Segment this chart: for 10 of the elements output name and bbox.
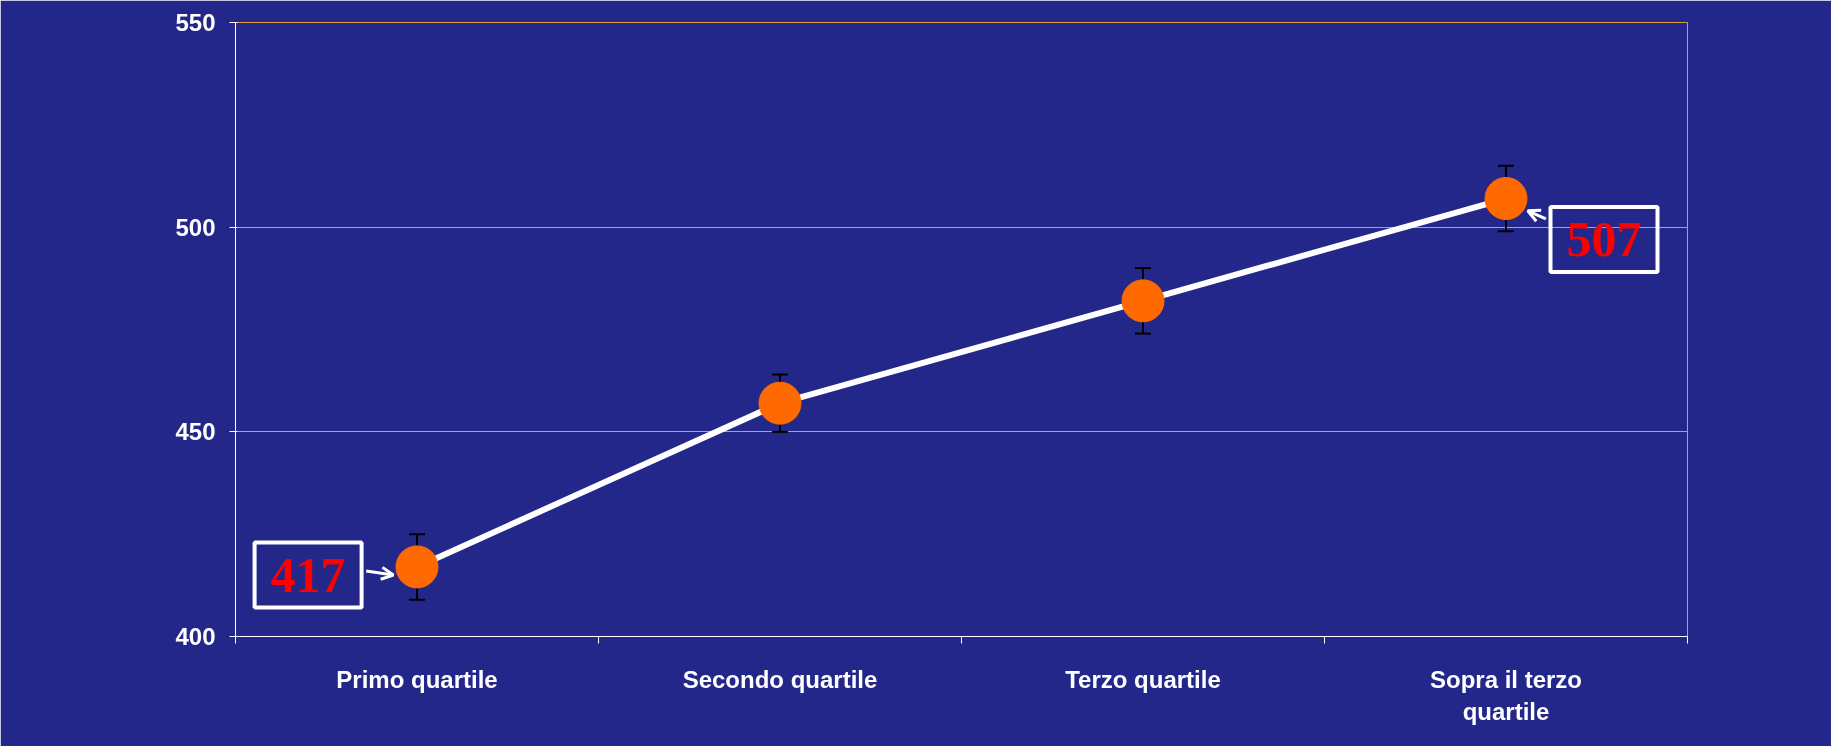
annotation: 507	[1566, 210, 1642, 267]
y-tick-label: 450	[175, 418, 216, 446]
x-tick-label: Secondo quartile	[682, 665, 878, 693]
x-tick-label: Primo quartile	[336, 665, 498, 693]
x-tick-label: Sopra il terzo quartile	[1429, 665, 1583, 725]
annotation: 417	[270, 546, 346, 603]
y-tick-label: 400	[175, 623, 216, 650]
y-tick-label: 550	[175, 9, 216, 36]
x-tick-label: Terzo quartile	[1065, 665, 1221, 693]
y-tick-label: 500	[175, 213, 216, 241]
